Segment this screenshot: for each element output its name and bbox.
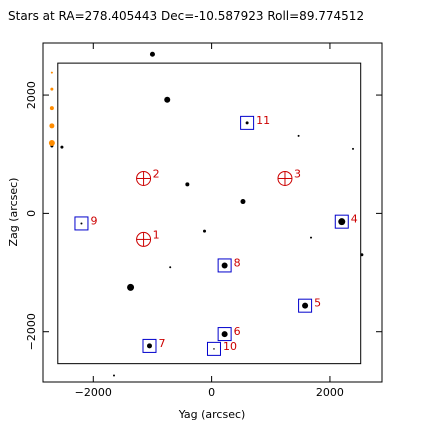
star-point	[221, 331, 228, 338]
axis-ticks: −2000 0 2000 −2000 0 2000	[25, 43, 382, 399]
acq-star-box	[217, 258, 232, 273]
star-point	[338, 218, 346, 226]
bright-star-point	[50, 71, 53, 74]
star-point	[245, 121, 249, 125]
star-point	[149, 51, 155, 57]
chart-title: Stars at RA=278.405443 Dec=-10.587923 Ro…	[8, 9, 364, 23]
star-point	[127, 283, 135, 291]
star-point	[112, 374, 115, 377]
acq-star-box	[74, 216, 89, 231]
star-point	[360, 253, 364, 257]
star-point	[169, 266, 172, 269]
star-point	[352, 147, 355, 150]
guide-star-label: 2	[153, 167, 160, 180]
guide-star-label: 1	[153, 228, 160, 241]
plot-frame	[42, 42, 383, 383]
x-tick-label: 2000	[316, 386, 344, 399]
acq-star-label: 7	[158, 337, 165, 350]
y-tick-label: 0	[25, 210, 38, 217]
star-point	[164, 96, 171, 103]
y-tick-label: 2000	[25, 81, 38, 109]
star-point	[297, 134, 300, 137]
chart-marks: 1 2 3 4 5 6 7 8 9 10 11	[48, 51, 364, 377]
field-box	[57, 62, 362, 365]
acq-star-label: 10	[223, 340, 237, 353]
guide-star-label: 3	[294, 167, 301, 180]
bright-star-point	[48, 139, 55, 146]
x-axis-label: Yag (arcsec)	[178, 408, 246, 421]
x-tick-label: −2000	[75, 386, 112, 399]
star-point	[146, 343, 152, 349]
star-point	[221, 262, 228, 269]
acq-star-label: 4	[351, 213, 358, 226]
acq-star-box	[240, 115, 255, 130]
acq-star-label: 9	[90, 214, 97, 227]
star-point	[240, 199, 246, 205]
acq-star-box	[334, 214, 349, 229]
y-tick-label: −2000	[25, 313, 38, 350]
y-axis-label: Zag (arcsec)	[7, 178, 20, 247]
bright-star-point	[50, 87, 54, 91]
bright-star-point	[49, 123, 55, 129]
star-point	[302, 302, 309, 309]
acq-star-box	[206, 341, 221, 356]
star-point	[203, 229, 207, 233]
acq-star-box	[217, 327, 232, 342]
star-point	[213, 348, 215, 350]
acq-star-box	[298, 298, 313, 313]
star-point	[80, 222, 83, 225]
acq-star-label: 6	[234, 325, 241, 338]
acq-star-label: 11	[256, 114, 270, 127]
bright-star-point	[49, 106, 54, 111]
star-point	[185, 182, 190, 187]
acq-star-label: 8	[234, 256, 241, 269]
acq-star-box	[142, 338, 157, 353]
star-point	[60, 145, 64, 149]
acq-star-label: 5	[314, 297, 321, 310]
star-point	[310, 236, 313, 239]
x-tick-label: 0	[208, 386, 215, 399]
